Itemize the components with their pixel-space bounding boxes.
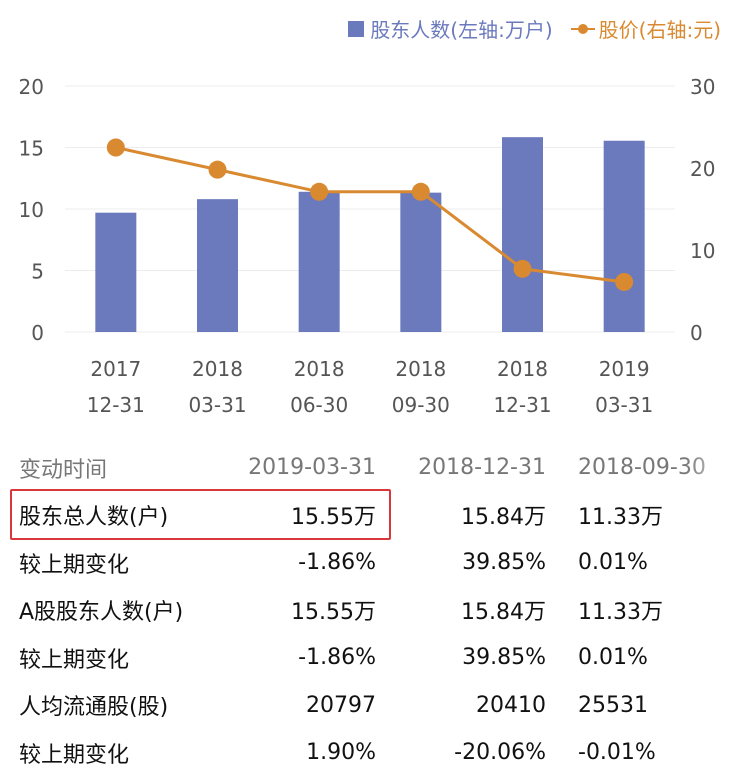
price-point: [615, 272, 634, 291]
row-label: 人均流通股(股): [19, 695, 169, 721]
row-label: 较上期变化: [19, 552, 130, 578]
bar: [603, 140, 645, 332]
row-label: 较上期变化: [19, 742, 130, 768]
x-tick-label: 06-30: [290, 393, 348, 417]
y-right-tick-label: 30: [690, 75, 715, 99]
table-scroll-fade: [685, 444, 735, 771]
price-line: [115, 146, 625, 284]
y-left-tick-label: 5: [31, 260, 44, 284]
header-cell: 2018-09-30: [578, 455, 706, 481]
bar: [298, 191, 340, 332]
chart-legend: 股东人数(左轴:万户) 股价(右轴:元): [348, 14, 721, 43]
row-label: 股东总人数(户): [19, 505, 169, 531]
table-cell: 0.01%: [578, 550, 648, 576]
table-cell: -0.01%: [578, 740, 656, 766]
y-left-tick-label: 15: [19, 137, 44, 161]
price-point: [106, 138, 125, 157]
price-point: [513, 259, 532, 278]
row-label: A股股东人数(户): [19, 600, 184, 626]
line-legend-swatch: [570, 21, 595, 37]
x-tick-label: 03-31: [188, 393, 246, 417]
price-point: [411, 182, 430, 201]
shareholder-table: 变动时间 2019-03-31 2018-12-31 2018-09-30 股东…: [0, 444, 735, 777]
highlight-box: [10, 489, 391, 540]
y-left-tick-label: 10: [19, 198, 44, 222]
x-tick-label: 03-31: [595, 393, 653, 417]
table-cell: 39.85%: [462, 550, 546, 576]
table-row: 较上期变化 -1.86% 39.85% 0.01%: [0, 539, 735, 587]
bar-legend-swatch: [348, 20, 365, 37]
y-right-tick-label: 0: [690, 321, 703, 345]
x-tick-label: 09-30: [392, 393, 450, 417]
table-cell: -1.86%: [298, 550, 376, 576]
table-row: 人均流通股(股) 20797 20410 25531: [0, 682, 735, 730]
table-cell: -1.86%: [298, 645, 376, 671]
x-tick-label: 2018: [497, 357, 548, 381]
y-right-tick-label: 10: [690, 239, 715, 263]
x-tick-label: 12-31: [493, 393, 551, 417]
header-cell: 变动时间: [19, 457, 108, 483]
x-tick-label: 2018: [395, 357, 446, 381]
x-tick-label: 2018: [294, 357, 345, 381]
table-cell: 11.33万: [578, 505, 663, 531]
table-cell: 15.84万: [461, 600, 546, 626]
combo-chart: 0 5 10 15 20 0 10 20 30 2017 12-31 2018 03-31 2018 06-…: [19, 75, 716, 417]
price-point: [208, 160, 227, 179]
row-label: 较上期变化: [19, 647, 130, 673]
table-cell: 15.84万: [461, 505, 546, 531]
bar-legend-label: 股东人数(左轴:万户): [370, 18, 553, 42]
table-row: 较上期变化 1.90% -20.06% -0.01%: [0, 729, 735, 777]
table-cell: 20410: [476, 692, 546, 718]
header-cell: 2018-12-31: [418, 455, 546, 481]
table-cell: 15.55万: [291, 505, 376, 531]
table-cell: 25531: [578, 692, 648, 718]
table-cell: 11.33万: [578, 600, 663, 626]
table-row: 较上期变化 -1.86% 39.85% 0.01%: [0, 634, 735, 682]
table-row: A股股东人数(户) 15.55万 15.84万 11.33万: [0, 587, 735, 635]
x-tick-label: 2017: [90, 357, 141, 381]
bar: [502, 137, 543, 332]
line-legend-label: 股价(右轴:元): [598, 18, 721, 42]
header-cell: 2019-03-31: [248, 455, 376, 481]
table-cell: 1.90%: [306, 740, 376, 766]
x-tick-label: 2018: [192, 357, 243, 381]
x-tick-label: 2019: [599, 357, 650, 381]
y-left-tick-label: 0: [31, 321, 44, 345]
y-left-tick-label: 20: [19, 75, 44, 99]
table-header-row: 变动时间 2019-03-31 2018-12-31 2018-09-30: [0, 444, 735, 492]
bar: [400, 192, 442, 332]
table-cell: 20797: [306, 692, 376, 718]
table-cell: 0.01%: [578, 645, 648, 671]
y-right-tick-label: 20: [690, 157, 715, 181]
table-row: 股东总人数(户) 15.55万 15.84万 11.33万: [0, 492, 735, 540]
bar: [95, 212, 137, 332]
price-point: [310, 182, 329, 201]
table-cell: 15.55万: [291, 600, 376, 626]
x-tick-label: 12-31: [87, 393, 145, 417]
table-cell: -20.06%: [454, 740, 546, 766]
table-cell: 39.85%: [462, 645, 546, 671]
bar: [197, 199, 238, 332]
